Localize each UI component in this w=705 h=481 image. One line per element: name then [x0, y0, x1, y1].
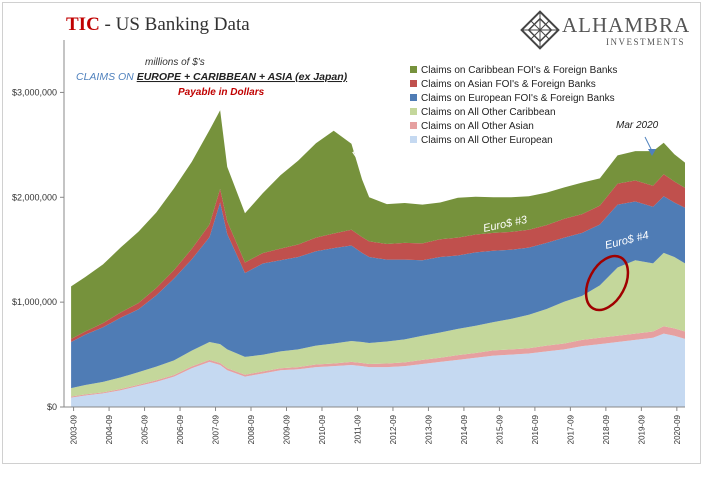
x-tick-label: 2017-09 — [566, 414, 575, 444]
x-tick-label: 2014-09 — [460, 414, 469, 444]
legend-label: Claims on All Other European — [421, 135, 553, 146]
y-tick-label: $2,000,000 — [12, 192, 57, 202]
x-tick-label: 2010-09 — [318, 414, 327, 444]
x-tick-label: 2012-09 — [389, 414, 398, 444]
logo-name: ALHAMBRA — [562, 13, 691, 37]
legend-swatch — [410, 80, 417, 87]
legend-swatch — [410, 136, 417, 143]
x-tick-label: 2016-09 — [531, 414, 540, 444]
x-tick-label: 2018-09 — [602, 414, 611, 444]
legend-label: Claims on European FOI's & Foreign Banks — [421, 93, 615, 104]
annotation-arrow-head — [648, 149, 656, 156]
chart-subtitle-payable: Payable in Dollars — [178, 87, 265, 98]
x-tick-label: 2019-09 — [637, 414, 646, 444]
y-tick-label: $1,000,000 — [12, 297, 57, 307]
y-tick-label: $0 — [47, 402, 57, 412]
x-tick-label: 2003-09 — [70, 414, 79, 444]
area-series-6 — [71, 110, 685, 339]
page-title: TIC - US Banking Data — [66, 14, 250, 36]
logo-subtitle: INVESTMENTS — [606, 37, 685, 47]
legend-swatch — [410, 66, 417, 73]
legend-label: Claims on All Other Asian — [421, 121, 534, 132]
units-note: millions of $'s — [145, 57, 205, 68]
x-tick-label: 2020-09 — [673, 414, 682, 444]
x-tick-label: 2013-09 — [424, 414, 433, 444]
area-series-3 — [71, 252, 685, 397]
x-tick-label: 2007-09 — [212, 414, 221, 444]
title-tic: TIC — [66, 14, 100, 35]
legend-swatch — [410, 122, 417, 129]
legend-label: Claims on Caribbean FOI's & Foreign Bank… — [421, 65, 617, 76]
x-tick-label: 2015-09 — [495, 414, 504, 444]
highlight-ellipse — [584, 254, 630, 312]
area-series-1 — [71, 333, 685, 407]
y-tick-label: $3,000,000 — [12, 87, 57, 97]
x-tick-label: 2011-09 — [353, 414, 362, 443]
alhambra-logo: ALHAMBRA INVESTMENTS — [520, 8, 700, 52]
x-tick-label: 2008-09 — [247, 414, 256, 444]
x-tick-label: 2009-09 — [282, 414, 291, 444]
legend-label: Claims on Asian FOI's & Foreign Banks — [421, 79, 596, 90]
area-series-5 — [71, 174, 685, 342]
x-tick-label: 2006-09 — [176, 414, 185, 444]
annotation-euro1: Euro$ #1 — [246, 102, 266, 148]
chart-subtitle: CLAIMS ON EUROPE + CARIBBEAN + ASIA (ex … — [76, 71, 348, 83]
legend-label: Claims on All Other Caribbean — [421, 107, 556, 118]
title-rest: - US Banking Data — [99, 14, 250, 35]
area-series-4 — [71, 196, 685, 389]
annotation-mar2020: Mar 2020 — [616, 120, 659, 131]
x-tick-label: 2005-09 — [141, 414, 150, 444]
legend-swatch — [410, 94, 417, 101]
logo-diamond-icon — [520, 10, 560, 50]
legend-swatch — [410, 108, 417, 115]
annotation-arrow-line — [644, 136, 653, 152]
x-tick-label: 2004-09 — [105, 414, 114, 444]
